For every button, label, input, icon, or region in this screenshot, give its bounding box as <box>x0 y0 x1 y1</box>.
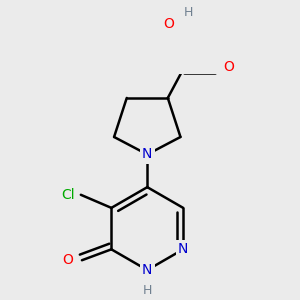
Text: O: O <box>224 60 234 74</box>
Text: H: H <box>184 6 193 20</box>
Text: N: N <box>142 263 152 277</box>
Text: N: N <box>178 242 188 256</box>
Text: O: O <box>62 253 73 267</box>
Text: O: O <box>164 17 174 31</box>
Text: H: H <box>142 284 152 297</box>
Text: Cl: Cl <box>61 188 75 202</box>
Text: N: N <box>142 147 152 161</box>
